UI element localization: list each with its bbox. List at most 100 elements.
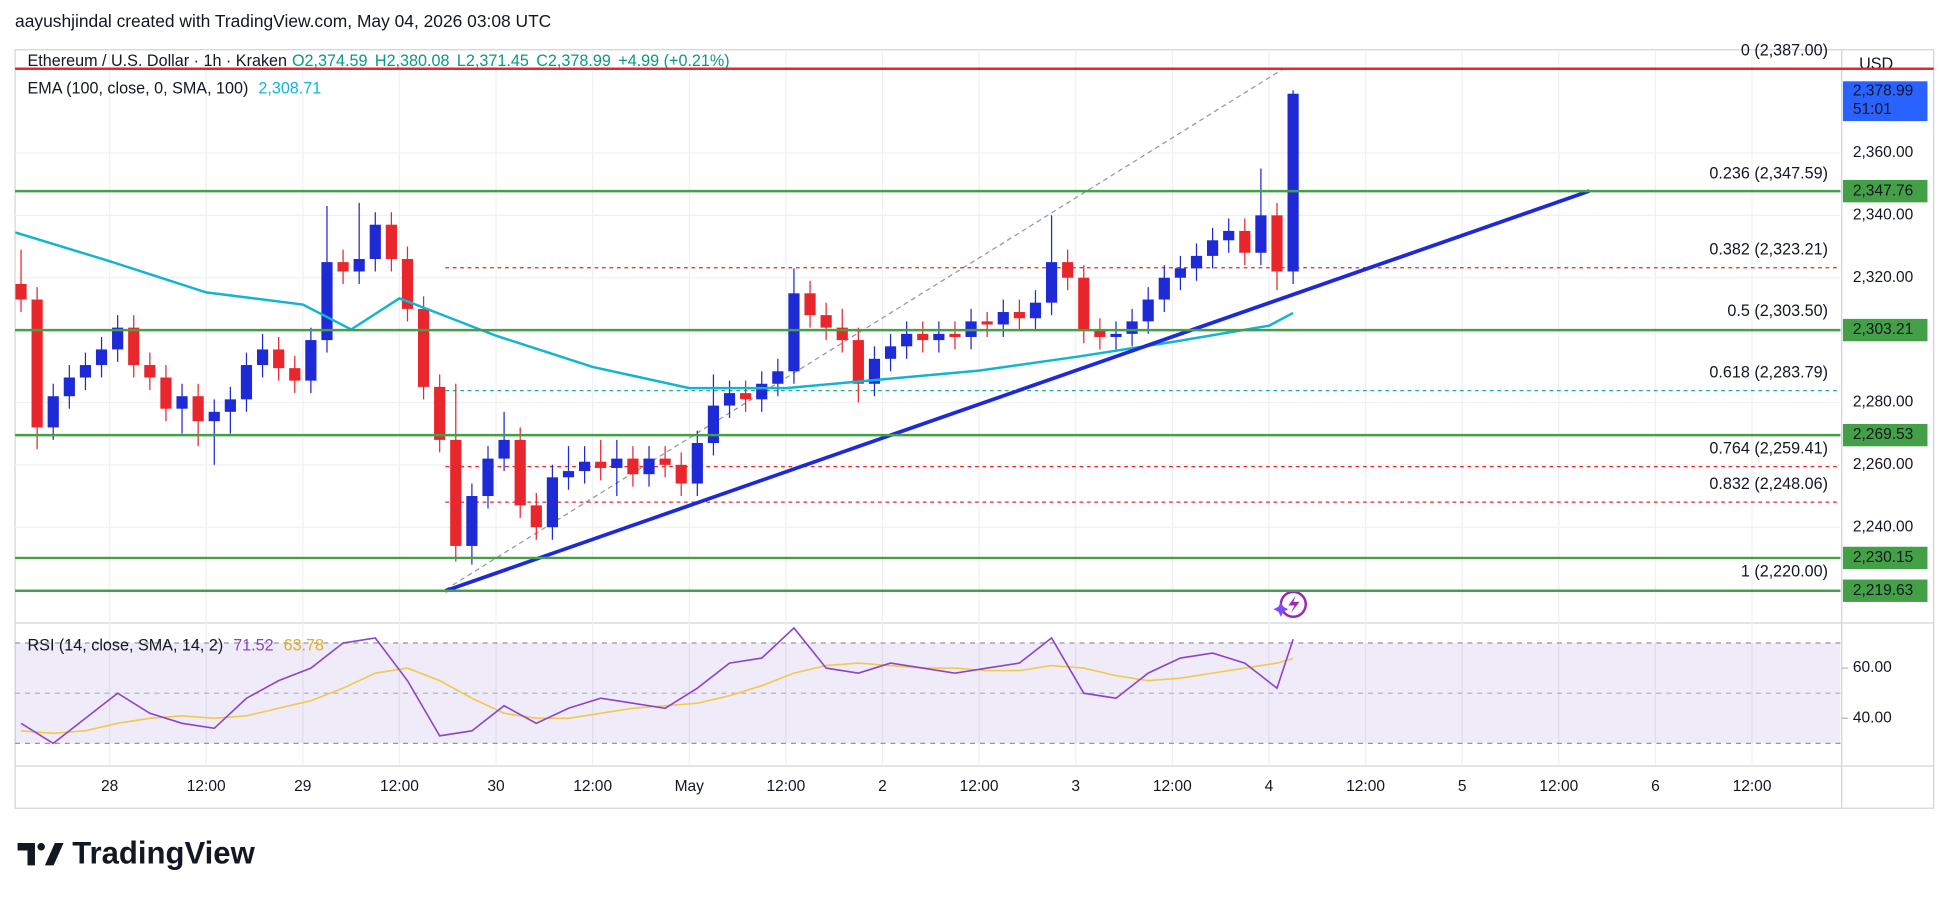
- candle-body: [1062, 262, 1074, 278]
- rsi-band: [15, 643, 1841, 744]
- candle-body: [1271, 215, 1283, 272]
- x-tick-label: 4: [1265, 778, 1274, 795]
- y-tick-label: 2,240.00: [1853, 518, 1914, 535]
- candle-body: [1045, 262, 1058, 303]
- candle-body: [208, 411, 220, 422]
- candle-body: [820, 315, 832, 328]
- candle-body: [917, 333, 929, 341]
- level-tag: [1842, 423, 1928, 447]
- candle-body: [546, 477, 559, 528]
- x-tick-label: 5: [1458, 778, 1467, 795]
- candle-body: [79, 365, 92, 378]
- last-price-tag: [1842, 81, 1928, 122]
- x-tick-label: 28: [101, 778, 118, 795]
- candle-body: [224, 399, 236, 412]
- countdown: 51:01: [1853, 101, 1892, 118]
- candle-body: [63, 377, 75, 397]
- level-tag-label: 2,219.63: [1853, 582, 1913, 599]
- candle-body: [112, 327, 124, 350]
- alert-icon: [1273, 590, 1307, 618]
- level-tag-label: 2,269.53: [1853, 426, 1913, 443]
- rsi-header: RSI (14, close, SMA, 14, 2) 71.52 63.78: [28, 637, 325, 655]
- candle-body: [1110, 333, 1122, 337]
- candle-body: [337, 262, 349, 272]
- candle-body: [659, 458, 671, 465]
- candle-body: [675, 464, 687, 484]
- candle-body: [369, 224, 381, 260]
- candle-body: [273, 349, 285, 369]
- symbol: Ethereum / U.S. Dollar · 1h · Kraken: [28, 52, 288, 70]
- rsi-tick-label: 40.00: [1853, 709, 1892, 726]
- fib-label: 0.5 (2,303.50): [1727, 302, 1828, 320]
- fib-label: 1 (2,220.00): [1741, 562, 1828, 580]
- rsi-value: 71.52: [233, 637, 273, 655]
- candle-body: [691, 443, 703, 484]
- level-tag: [1842, 579, 1928, 602]
- candle-body: [901, 333, 913, 347]
- y-tick-label: 2,280.00: [1853, 394, 1914, 411]
- candle-body: [595, 461, 607, 468]
- candle-body: [353, 259, 365, 272]
- candle-body: [95, 349, 108, 366]
- candle-body: [1142, 299, 1154, 322]
- candle-body: [31, 299, 43, 428]
- candle-body: [192, 396, 204, 422]
- fib-label: 0.236 (2,347.59): [1709, 165, 1828, 183]
- rsi-sma-line: [20, 657, 1294, 735]
- x-tick-label: 12:00: [766, 778, 805, 795]
- x-tick-label: May: [675, 778, 705, 795]
- candle-body: [949, 333, 961, 337]
- ema-header: EMA (100, close, 0, SMA, 100) 2,308.71: [28, 80, 322, 98]
- rsi-line: [20, 626, 1294, 745]
- y-tick-label: 2,340.00: [1853, 206, 1914, 223]
- candle-body: [723, 393, 736, 406]
- candle-body: [1078, 277, 1090, 331]
- y-tick-label: 2,320.00: [1853, 269, 1914, 286]
- candle-body: [868, 358, 881, 384]
- candle-body: [1207, 240, 1219, 256]
- fib-label: 0.832 (2,248.06): [1709, 475, 1828, 493]
- candle-body: [305, 340, 317, 381]
- candle-body: [466, 496, 478, 546]
- level-tag: [1842, 179, 1928, 203]
- candle-body: [1223, 230, 1235, 241]
- y-tick-label: 2,260.00: [1853, 456, 1914, 473]
- x-tick-label: 12:00: [1539, 778, 1578, 795]
- candle-body: [643, 458, 655, 475]
- brand-logo: TradingView: [17, 836, 256, 871]
- x-tick-label: 12:00: [960, 778, 999, 795]
- candle-body: [788, 293, 800, 372]
- currency: USD: [1859, 55, 1893, 73]
- candle-body: [1174, 268, 1186, 278]
- candle-body: [385, 224, 397, 260]
- candle-body: [450, 439, 462, 546]
- level-tag-label: 2,347.76: [1853, 182, 1913, 199]
- candle-body: [1029, 302, 1042, 319]
- candle-body: [240, 365, 253, 400]
- x-tick-label: 30: [487, 778, 505, 795]
- candle-body: [756, 383, 768, 400]
- candle-body: [981, 321, 993, 325]
- candle-body: [740, 393, 752, 400]
- candle-body: [482, 458, 494, 497]
- x-tick-label: 12:00: [1346, 778, 1385, 795]
- candle-body: [933, 333, 945, 341]
- candle-body: [321, 262, 333, 341]
- y-tick-label: 2,360.00: [1853, 144, 1914, 161]
- level-tag-label: 2,230.15: [1853, 549, 1913, 566]
- x-tick-label: 12:00: [1733, 778, 1772, 795]
- candle-body: [47, 396, 59, 428]
- ohlc: L2,371.45: [457, 52, 529, 70]
- ema-line: [15, 231, 1294, 390]
- ohlc: C2,378.99: [536, 52, 611, 70]
- x-tick-label: 12:00: [1153, 778, 1192, 795]
- x-tick-label: 12:00: [573, 778, 612, 795]
- candle-body: [15, 283, 27, 300]
- candle-body: [852, 340, 864, 384]
- candle-body: [884, 346, 897, 359]
- rsi-sma-value: 63.78: [284, 637, 324, 655]
- candle-body: [530, 505, 542, 528]
- rsi-tick-label: 60.00: [1853, 659, 1892, 676]
